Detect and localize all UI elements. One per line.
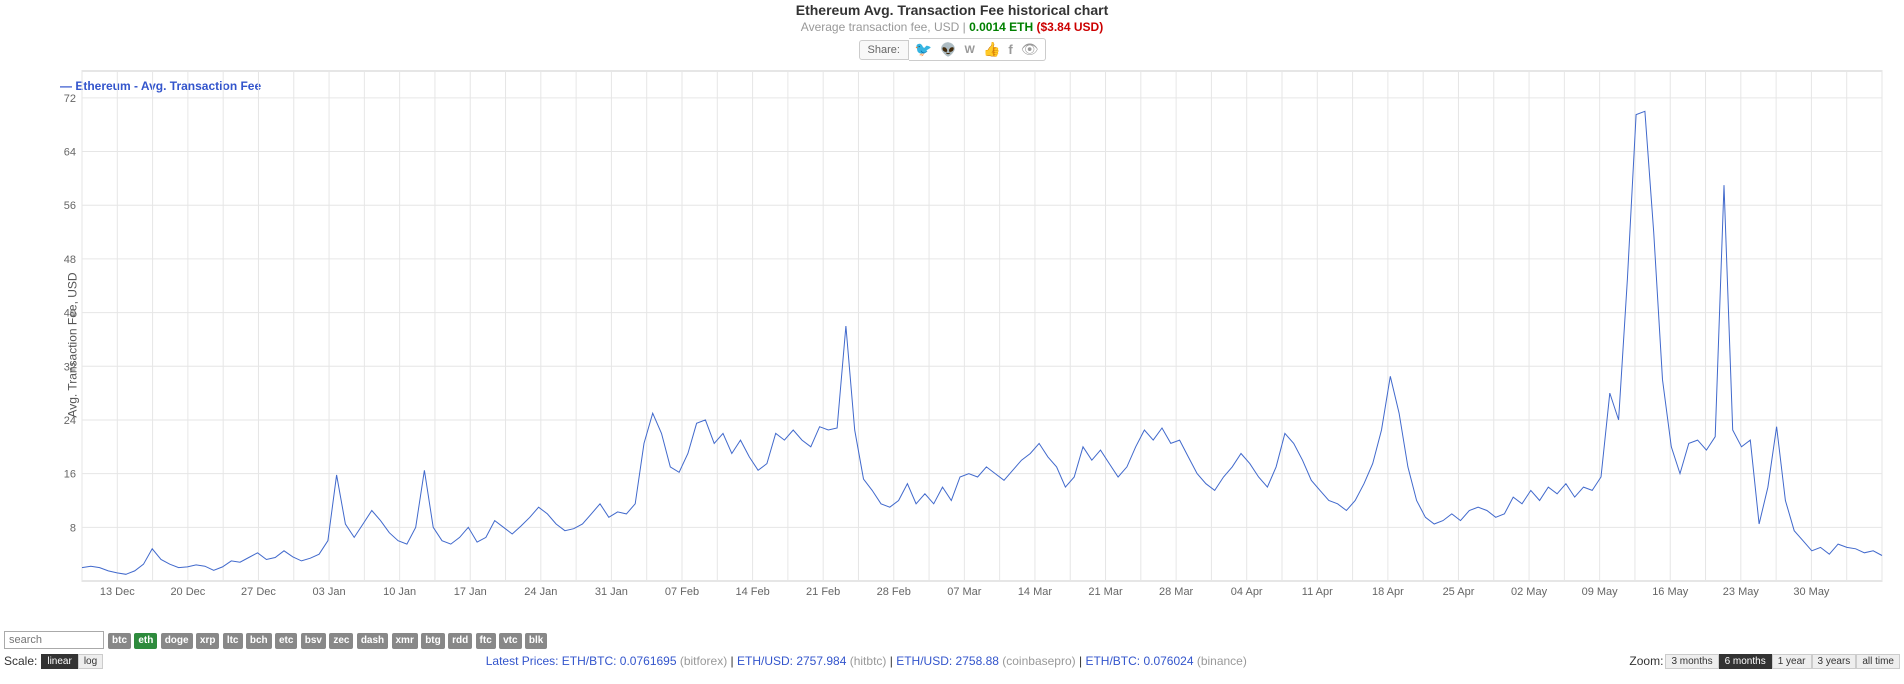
zoom-button-3-years[interactable]: 3 years: [1812, 654, 1857, 669]
svg-text:8: 8: [70, 522, 76, 534]
coin-button-etc[interactable]: etc: [275, 633, 297, 649]
zoom-label: Zoom:: [1629, 654, 1663, 668]
scale-label: Scale:: [4, 654, 37, 668]
facebook-icon[interactable]: f: [1008, 42, 1012, 57]
price-exchange: (binance): [1197, 654, 1247, 668]
svg-text:07 Feb: 07 Feb: [665, 586, 699, 598]
coin-button-ltc[interactable]: ltc: [223, 633, 243, 649]
coin-button-btc[interactable]: btc: [108, 633, 131, 649]
coin-button-xmr[interactable]: xmr: [392, 633, 418, 649]
coin-button-vtc[interactable]: vtc: [499, 633, 521, 649]
chart-subtitle: Average transaction fee, USD | 0.0014 ET…: [0, 20, 1904, 34]
svg-text:21 Mar: 21 Mar: [1088, 586, 1123, 598]
svg-text:28 Feb: 28 Feb: [877, 586, 911, 598]
price-pair[interactable]: ETH/USD: 2758.88: [896, 654, 1002, 668]
subtitle-prefix: Average transaction fee, USD: [801, 20, 960, 34]
controls-row: Scale: linearlog Latest Prices: ETH/BTC:…: [0, 651, 1904, 671]
svg-text:25 Apr: 25 Apr: [1443, 586, 1475, 598]
svg-text:16 May: 16 May: [1652, 586, 1689, 598]
scale-button-log[interactable]: log: [78, 654, 103, 669]
price-exchange: (bitforex): [680, 654, 727, 668]
svg-text:07 Mar: 07 Mar: [947, 586, 982, 598]
zoom-button-1-year[interactable]: 1 year: [1772, 654, 1812, 669]
coin-button-xrp[interactable]: xrp: [196, 633, 220, 649]
svg-text:10 Jan: 10 Jan: [383, 586, 416, 598]
zoom-button-all-time[interactable]: all time: [1856, 654, 1900, 669]
svg-text:72: 72: [64, 93, 76, 105]
coin-button-bsv[interactable]: bsv: [301, 633, 326, 649]
svg-text:28 Mar: 28 Mar: [1159, 586, 1194, 598]
svg-text:31 Jan: 31 Jan: [595, 586, 628, 598]
usd-value: ($3.84 USD): [1037, 20, 1104, 34]
coin-button-rdd[interactable]: rdd: [448, 633, 472, 649]
chart-title: Ethereum Avg. Transaction Fee historical…: [0, 2, 1904, 18]
search-input[interactable]: [4, 631, 104, 649]
line-chart: 13 Dec 20 Dec 27 Dec 03 Jan 10 Jan 17 Jan 24 J…: [30, 61, 1902, 621]
coin-button-bch[interactable]: bch: [246, 633, 272, 649]
svg-text:02 May: 02 May: [1511, 586, 1548, 598]
svg-text:64: 64: [64, 147, 76, 159]
coin-button-ftc[interactable]: ftc: [476, 633, 496, 649]
svg-text:32: 32: [64, 361, 76, 373]
coin-button-btg[interactable]: btg: [421, 633, 445, 649]
eth-value: 0.0014 ETH: [969, 20, 1033, 34]
svg-text:14 Mar: 14 Mar: [1018, 586, 1053, 598]
zoom-group: Zoom: 3 months6 months1 year3 yearsall t…: [1629, 653, 1900, 669]
svg-text:13 Dec: 13 Dec: [100, 586, 135, 598]
coin-button-zec[interactable]: zec: [329, 633, 353, 649]
chart-header: Ethereum Avg. Transaction Fee historical…: [0, 0, 1904, 61]
scale-group: Scale: linearlog: [4, 653, 103, 669]
vk-icon[interactable]: W: [965, 44, 975, 56]
prices-label: Latest Prices:: [486, 654, 562, 668]
price-pair[interactable]: ETH/BTC: 0.076024: [1085, 654, 1196, 668]
share-label: Share:: [859, 40, 909, 60]
coin-row: btc eth doge xrp ltc bch etc bsv zec das…: [0, 629, 1904, 651]
twitter-icon[interactable]: 🐦: [915, 41, 932, 58]
svg-text:24 Jan: 24 Jan: [524, 586, 557, 598]
price-pair[interactable]: ETH/BTC: 0.0761695: [562, 654, 680, 668]
like-icon[interactable]: 👍: [983, 41, 1000, 58]
svg-text:04 Apr: 04 Apr: [1231, 586, 1263, 598]
svg-text:27 Dec: 27 Dec: [241, 586, 276, 598]
zoom-button-6-months[interactable]: 6 months: [1719, 654, 1772, 669]
latest-prices: Latest Prices: ETH/BTC: 0.0761695 (bitfo…: [486, 654, 1247, 668]
svg-text:30 May: 30 May: [1793, 586, 1830, 598]
svg-text:56: 56: [64, 200, 76, 212]
svg-text:40: 40: [64, 308, 76, 320]
zoom-button-3-months[interactable]: 3 months: [1665, 654, 1718, 669]
coin-button-blk[interactable]: blk: [525, 633, 547, 649]
price-pair[interactable]: ETH/USD: 2757.984: [737, 654, 850, 668]
svg-text:03 Jan: 03 Jan: [313, 586, 346, 598]
scale-button-linear[interactable]: linear: [41, 654, 77, 669]
svg-text:14 Feb: 14 Feb: [735, 586, 769, 598]
footer: btc eth doge xrp ltc bch etc bsv zec das…: [0, 629, 1904, 671]
price-exchange: (hitbtc): [850, 654, 887, 668]
svg-text:16: 16: [64, 469, 76, 481]
svg-text:17 Jan: 17 Jan: [454, 586, 487, 598]
chart-container: Avg. Transaction Fee, USD — Ethereum - A…: [0, 61, 1904, 629]
price-exchange: (coinbasepro): [1002, 654, 1075, 668]
svg-text:48: 48: [64, 254, 76, 266]
weibo-icon[interactable]: 👁: [1021, 41, 1039, 58]
svg-text:21 Feb: 21 Feb: [806, 586, 840, 598]
reddit-icon[interactable]: 👽: [940, 42, 956, 58]
coin-button-eth[interactable]: eth: [134, 633, 157, 649]
svg-text:23 May: 23 May: [1723, 586, 1760, 598]
share-row: Share: 🐦 👽 W 👍 f 👁: [0, 38, 1904, 61]
svg-text:11 Apr: 11 Apr: [1302, 586, 1333, 598]
coin-button-doge[interactable]: doge: [161, 633, 193, 649]
coin-button-dash[interactable]: dash: [357, 633, 388, 649]
svg-text:09 May: 09 May: [1582, 586, 1619, 598]
svg-text:18 Apr: 18 Apr: [1372, 586, 1404, 598]
svg-text:24: 24: [64, 415, 76, 427]
svg-text:20 Dec: 20 Dec: [170, 586, 205, 598]
